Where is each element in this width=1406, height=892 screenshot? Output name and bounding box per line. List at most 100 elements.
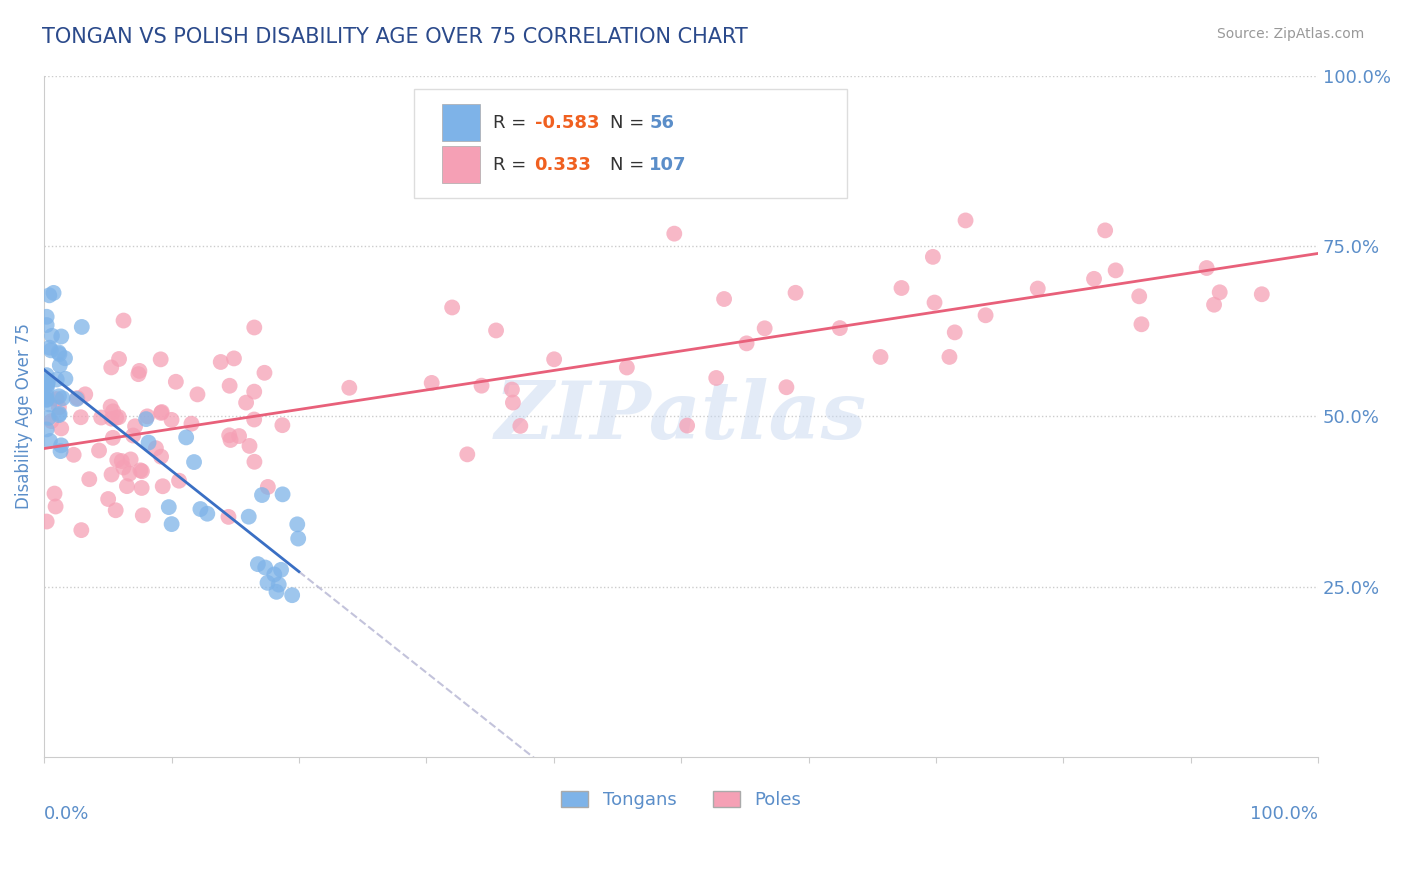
Point [122, 428, 145, 442]
Point [501, 383, 523, 397]
Point [149, 352, 172, 367]
Point [66, 392, 89, 406]
Point [51, 421, 73, 435]
Point [48, 408, 70, 422]
Point [39, 434, 62, 448]
Point [257, 480, 280, 494]
Point [235, 395, 257, 409]
Point [165, 375, 187, 389]
Text: ZIPatlas: ZIPatlas [495, 377, 868, 455]
Legend: Tongans, Poles: Tongans, Poles [554, 784, 808, 816]
Point [100, 360, 122, 375]
Point [75, 387, 97, 401]
Point [256, 575, 278, 590]
Point [150, 405, 173, 419]
Point [120, 452, 142, 467]
Point [111, 454, 134, 468]
Point [131, 464, 153, 478]
Point [105, 410, 128, 425]
Text: 0.333: 0.333 [534, 156, 592, 174]
Text: 0.0%: 0.0% [44, 805, 90, 823]
Point [616, 360, 638, 375]
Point [49, 438, 72, 452]
Point [108, 410, 131, 425]
Text: Source: ZipAtlas.com: Source: ZipAtlas.com [1216, 27, 1364, 41]
Point [35, 374, 58, 388]
Point [112, 460, 135, 475]
Text: N =: N = [610, 113, 650, 132]
Point [77, 472, 100, 486]
Point [145, 441, 167, 455]
Point [138, 435, 160, 450]
Text: -0.583: -0.583 [534, 113, 599, 132]
Point [129, 463, 152, 477]
Point [922, 250, 945, 264]
Point [101, 431, 124, 445]
Point [785, 285, 807, 300]
Point [150, 450, 173, 464]
Point [51, 329, 73, 343]
Point [132, 508, 155, 523]
Point [974, 308, 997, 322]
Point [70, 320, 93, 334]
Point [890, 281, 912, 295]
Text: TONGAN VS POLISH DISABILITY AGE OVER 75 CORRELATION CHART: TONGAN VS POLISH DISABILITY AGE OVER 75 … [42, 27, 748, 46]
Point [160, 517, 183, 532]
Point [35, 310, 58, 324]
Point [828, 321, 851, 335]
Point [48, 389, 70, 403]
Point [37, 374, 59, 388]
Point [39, 343, 62, 358]
FancyBboxPatch shape [441, 104, 479, 142]
Point [1208, 285, 1230, 300]
Point [219, 433, 242, 447]
Point [38, 288, 60, 302]
Point [35, 515, 58, 529]
Point [243, 455, 266, 469]
Point [35, 422, 58, 436]
Point [190, 502, 212, 516]
Point [48, 407, 70, 421]
Point [38, 397, 60, 411]
Point [152, 479, 174, 493]
Point [127, 367, 149, 381]
Point [45, 372, 67, 386]
Point [35, 368, 58, 383]
Point [131, 481, 153, 495]
Text: 56: 56 [650, 113, 675, 132]
Point [97, 491, 120, 506]
Point [509, 418, 531, 433]
Point [1083, 272, 1105, 286]
Point [167, 474, 190, 488]
Point [101, 404, 124, 418]
Point [1250, 287, 1272, 301]
Point [228, 429, 250, 443]
Point [45, 392, 67, 406]
Point [100, 400, 122, 414]
Point [157, 500, 180, 515]
Point [337, 381, 360, 395]
Point [52, 391, 75, 405]
Point [49, 359, 72, 373]
Point [49, 444, 72, 458]
Point [543, 352, 565, 367]
Point [108, 351, 131, 366]
Point [1202, 298, 1225, 312]
Point [253, 366, 276, 380]
Point [48, 345, 70, 359]
Point [41, 328, 63, 343]
Point [938, 350, 960, 364]
Point [183, 455, 205, 469]
Point [704, 371, 727, 385]
Point [62, 448, 84, 462]
Point [924, 295, 946, 310]
Point [44, 486, 66, 500]
Point [266, 584, 288, 599]
Point [254, 560, 277, 574]
Point [37, 378, 59, 392]
Point [485, 323, 508, 337]
Text: 100.0%: 100.0% [1250, 805, 1319, 823]
Point [195, 507, 218, 521]
Point [1130, 318, 1153, 332]
Point [441, 301, 464, 315]
